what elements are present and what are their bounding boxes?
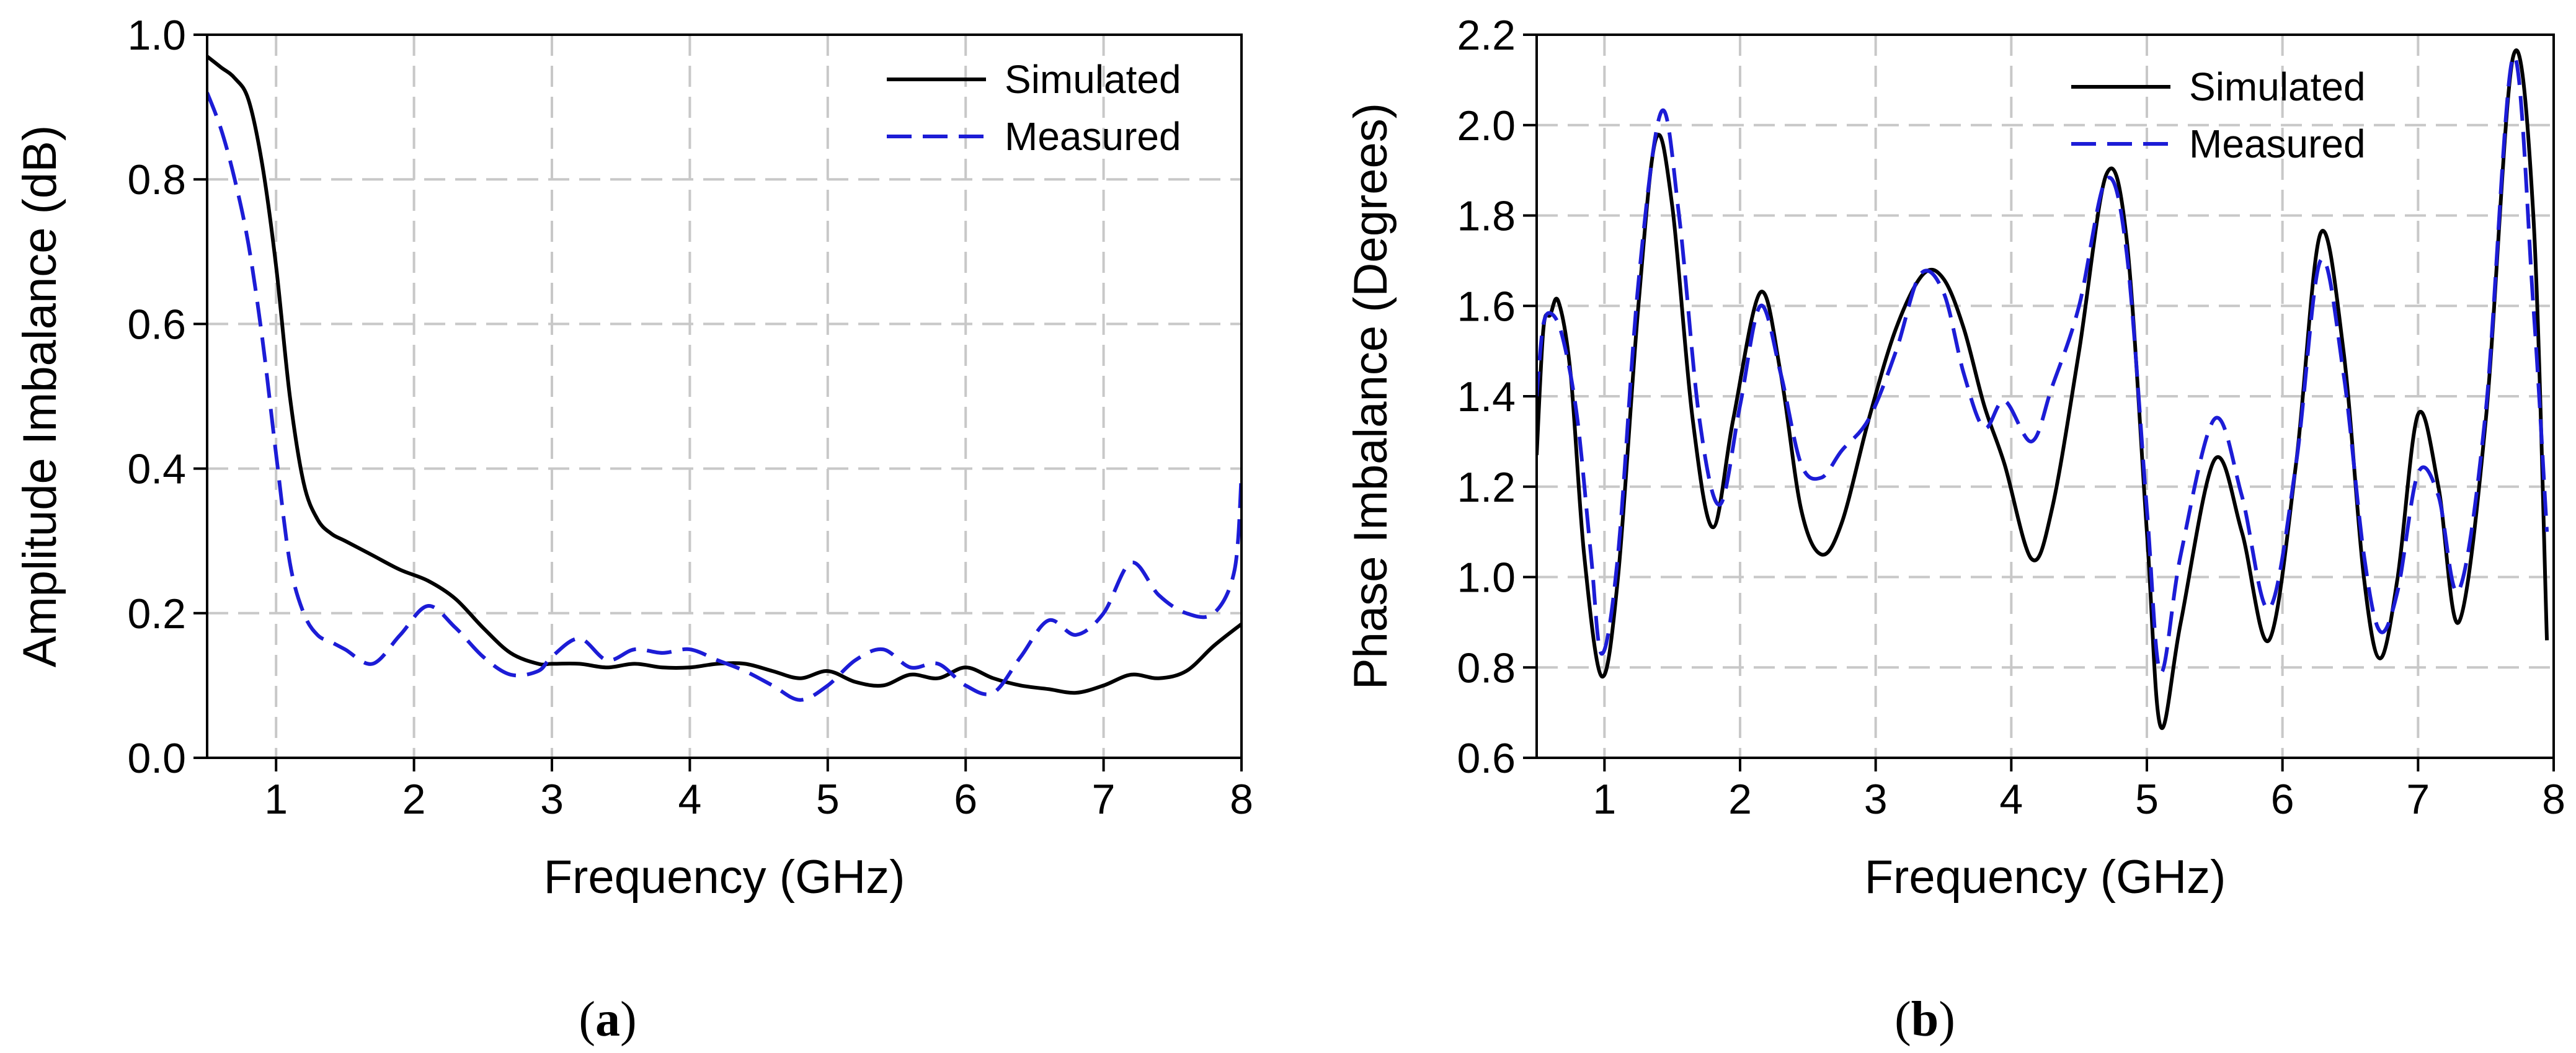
x-tick-label: 3 bbox=[540, 776, 564, 823]
y-tick-label: 0.8 bbox=[127, 156, 186, 203]
panel-label-b: (b) bbox=[1894, 992, 1955, 1047]
legend: Simulated Measured bbox=[887, 57, 1181, 159]
y-tick-label: 0.6 bbox=[1457, 735, 1516, 782]
legend-label-measured: Measured bbox=[2189, 122, 2366, 166]
y-axis-title: Amplitude Imbalance (dB) bbox=[14, 125, 66, 667]
series-line-simulated bbox=[1537, 48, 2549, 730]
y-axis-title: Phase Imbalance (Degrees) bbox=[1344, 103, 1397, 690]
x-tick-label: 1 bbox=[1592, 776, 1616, 823]
x-tick-label: 3 bbox=[1864, 776, 1888, 823]
x-tick-label: 4 bbox=[678, 776, 701, 823]
y-tick-label: 1.0 bbox=[127, 12, 186, 59]
x-tick-label: 7 bbox=[2406, 776, 2430, 823]
series-line-measured bbox=[1537, 54, 2549, 675]
plot-area-frame bbox=[206, 33, 1243, 759]
y-tick-label: 2.0 bbox=[1457, 102, 1516, 149]
axis-ticks: 1 2 3 4 5 6 7 8 0.0 0.2 0.4 0.6 0.8 1.0 bbox=[127, 12, 1253, 823]
x-tick-label: 4 bbox=[1999, 776, 2023, 823]
grid-lines bbox=[207, 35, 1241, 758]
x-tick-label: 2 bbox=[1728, 776, 1752, 823]
legend-label-simulated: Simulated bbox=[2189, 64, 2366, 109]
axis-ticks: 1 2 3 4 5 6 7 8 0.6 0.8 1.0 1.2 1.4 1.6 1.8 2.0 2.2 bbox=[1457, 12, 2565, 823]
x-tick-label: 6 bbox=[954, 776, 977, 823]
panel-label-a: (a) bbox=[579, 992, 636, 1047]
y-tick-label: 0.6 bbox=[127, 301, 186, 348]
x-tick-label: 8 bbox=[1230, 776, 1253, 823]
x-tick-label: 6 bbox=[2271, 776, 2294, 823]
series-lines bbox=[1537, 48, 2549, 730]
x-tick-label: 5 bbox=[2135, 776, 2159, 823]
series-line-simulated bbox=[207, 55, 1241, 695]
y-tick-label: 0.8 bbox=[1457, 644, 1516, 691]
y-tick-label: 1.6 bbox=[1457, 283, 1516, 330]
y-tick-label: 1.4 bbox=[1457, 373, 1516, 420]
y-tick-label: 0.4 bbox=[127, 446, 186, 493]
y-tick-label: 1.0 bbox=[1457, 554, 1516, 602]
grid-lines bbox=[1537, 35, 2554, 758]
x-axis-title: Frequency (GHz) bbox=[1865, 851, 2226, 904]
chart-panel-a: 1 2 3 4 5 6 7 8 0.0 0.2 0.4 0.6 0.8 1.0 Frequency (GH… bbox=[14, 12, 1253, 1047]
x-tick-label: 7 bbox=[1092, 776, 1116, 823]
legend-label-simulated: Simulated bbox=[1005, 57, 1181, 102]
legend: Simulated Measured bbox=[2071, 64, 2366, 166]
y-tick-label: 1.2 bbox=[1457, 464, 1516, 511]
y-tick-label: 0.0 bbox=[127, 735, 186, 782]
y-tick-label: 0.2 bbox=[127, 590, 186, 638]
series-lines bbox=[207, 55, 1241, 702]
series-line-measured bbox=[207, 92, 1241, 702]
chart-panel-b: 1 2 3 4 5 6 7 8 0.6 0.8 1.0 1.2 1.4 1.6 1.8 2.0 2.2 Freq… bbox=[1344, 12, 2565, 1047]
y-tick-label: 1.8 bbox=[1457, 193, 1516, 240]
x-tick-label: 1 bbox=[264, 776, 288, 823]
y-tick-label: 2.2 bbox=[1457, 12, 1516, 59]
x-axis-title: Frequency (GHz) bbox=[544, 851, 905, 904]
x-tick-label: 2 bbox=[402, 776, 426, 823]
x-tick-label: 8 bbox=[2542, 776, 2565, 823]
x-tick-label: 5 bbox=[816, 776, 840, 823]
legend-label-measured: Measured bbox=[1005, 114, 1181, 159]
